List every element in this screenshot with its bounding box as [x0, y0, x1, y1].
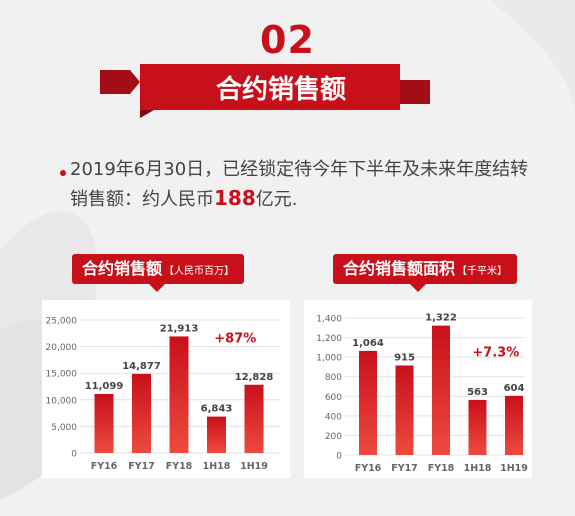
bar	[432, 325, 450, 455]
x-tick-label: 1H19	[500, 463, 528, 474]
chart-title-sales: 合约销售额 【人民币百万】	[72, 254, 245, 284]
bar	[244, 384, 264, 453]
chart-title-pointer	[149, 284, 165, 292]
title-banner	[100, 64, 430, 118]
x-tick-label: FY17	[391, 463, 418, 474]
data-label: 1,064	[352, 338, 384, 349]
y-tick-label: 1,000	[316, 354, 342, 364]
bar	[169, 336, 189, 453]
y-tick-label: 10,000	[46, 396, 78, 406]
x-tick-label: 1H18	[203, 461, 231, 472]
bullet-text-after: 亿元.	[255, 189, 298, 210]
data-label: 12,828	[235, 372, 274, 383]
y-tick-label: 600	[325, 393, 342, 403]
data-label: 14,877	[122, 361, 161, 372]
bullet-highlight-value: 188	[214, 186, 256, 210]
chart-title-area: 合约销售额面积 【千平米】	[333, 254, 518, 284]
bar	[468, 399, 487, 455]
data-label: 1,322	[425, 313, 457, 324]
data-label: 11,099	[85, 381, 124, 392]
y-tick-label: 0	[71, 450, 77, 460]
x-tick-label: 1H19	[240, 461, 268, 472]
bar	[359, 350, 377, 455]
page-title: 合约销售额	[215, 75, 346, 105]
y-tick-label: 800	[325, 373, 342, 383]
bullet-dot	[60, 170, 66, 176]
section-number: 02	[260, 18, 315, 62]
y-tick-label: 200	[325, 432, 342, 442]
data-label: 21,913	[160, 323, 199, 334]
y-tick-label: 25,000	[46, 317, 78, 327]
bar	[132, 373, 151, 453]
growth-annotation: +7.3%	[472, 345, 519, 360]
growth-annotation: +87%	[214, 332, 256, 347]
y-tick-label: 15,000	[46, 370, 78, 380]
y-tick-label: 1,200	[316, 334, 342, 344]
x-tick-label: FY18	[428, 463, 455, 474]
bullet-paragraph: 2019年6月30日，已经锁定待今年下半年及未来年度结转销售额：约人民币188亿…	[70, 155, 530, 214]
y-tick-label: 400	[325, 412, 342, 422]
bar	[395, 365, 414, 455]
y-tick-label: 5,000	[51, 423, 77, 433]
data-label: 563	[467, 387, 488, 398]
data-label: 6,843	[201, 404, 233, 415]
bar	[94, 393, 114, 453]
x-tick-label: FY16	[91, 461, 118, 472]
data-label: 604	[504, 383, 525, 394]
chart-panel-area	[304, 300, 532, 478]
data-label: 915	[394, 352, 415, 363]
bar	[207, 416, 226, 453]
charts-svg: 0 5,000 10,000 15,000 20,000 25,000 11,099 FY16…	[46, 313, 528, 474]
bar	[505, 395, 523, 455]
y-tick-label: 0	[336, 452, 342, 462]
bullet-text-before: 2019年6月30日，已经锁定待今年下半年及未来年度结转销售额：约人民币	[70, 159, 529, 210]
x-tick-label: 1H18	[464, 463, 492, 474]
x-tick-label: FY17	[128, 461, 155, 472]
x-tick-label: FY16	[355, 463, 382, 474]
y-tick-label: 1,400	[316, 315, 342, 325]
x-tick-label: FY18	[166, 461, 193, 472]
y-tick-label: 20,000	[46, 343, 78, 353]
chart-title-pointer	[410, 284, 426, 292]
